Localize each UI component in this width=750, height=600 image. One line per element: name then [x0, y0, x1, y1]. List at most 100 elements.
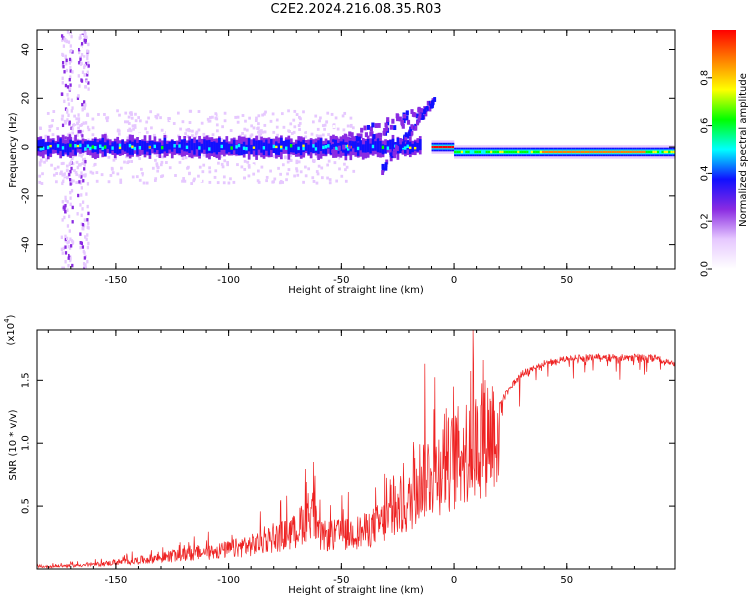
- heatmap-cell: [351, 126, 355, 130]
- heatmap-cell: [127, 129, 130, 133]
- heatmap-cell: [69, 196, 72, 200]
- heatmap-cell: [352, 141, 357, 147]
- heatmap-cell: [69, 83, 72, 87]
- heatmap-cell: [78, 84, 81, 88]
- heatmap-cell: [454, 150, 457, 154]
- heatmap-cell: [366, 138, 370, 153]
- heatmap-cell: [101, 137, 105, 152]
- heatmap-cell: [249, 134, 253, 138]
- heatmap-cell: [186, 134, 190, 138]
- heatmap-cell: [66, 118, 69, 122]
- heatmap-cell: [260, 165, 264, 169]
- heatmap-cell: [190, 138, 194, 151]
- heatmap-cell: [154, 158, 157, 162]
- heatmap-cell: [83, 63, 86, 68]
- heatmap-cell: [501, 150, 504, 154]
- heatmap-cell: [401, 141, 405, 147]
- heatmap-cell: [316, 172, 320, 176]
- heatmap-cell: [79, 181, 82, 185]
- heatmap-cell: [69, 252, 72, 256]
- heatmap-cell: [451, 145, 455, 149]
- heatmap-cell: [63, 172, 66, 176]
- heatmap-cell: [237, 143, 241, 156]
- heatmap-cell: [458, 150, 462, 154]
- heatmap-cell: [386, 140, 390, 149]
- heatmap-cell: [526, 150, 529, 154]
- heatmap-cell: [116, 109, 119, 113]
- heatmap-cell: [256, 179, 260, 183]
- heatmap-cell: [591, 150, 595, 154]
- heatmap-cell: [181, 179, 184, 183]
- heatmap-cell: [68, 122, 71, 126]
- page-title: C2E2.2024.216.08.35.R03: [270, 2, 442, 17]
- heatmap-cell: [215, 113, 219, 117]
- heatmap-cell: [38, 174, 42, 178]
- heatmap-cell: [235, 145, 239, 149]
- heatmap-cell: [668, 150, 671, 154]
- heatmap-cell: [410, 124, 414, 130]
- y-tick-label: 1.0: [21, 435, 32, 451]
- heatmap-cell: [83, 38, 86, 43]
- heatmap-cell: [381, 145, 385, 150]
- heatmap-cell: [75, 133, 79, 137]
- heatmap-cell: [260, 140, 263, 153]
- heatmap-cell: [302, 144, 306, 147]
- heatmap-cell: [449, 145, 453, 149]
- heatmap-cell: [389, 156, 393, 162]
- heatmap-cell: [103, 145, 107, 149]
- heatmap-cell: [346, 147, 350, 151]
- heatmap-cell: [70, 179, 73, 183]
- heatmap-cell: [636, 150, 640, 154]
- heatmap-cell: [385, 159, 389, 165]
- y-tick-label: 20: [21, 92, 32, 105]
- heatmap-cell: [478, 150, 482, 154]
- heatmap-cell: [334, 116, 338, 120]
- heatmap-cell: [184, 156, 188, 160]
- heatmap-cell: [69, 257, 72, 261]
- heatmap-cell: [87, 61, 90, 65]
- heatmap-cell: [79, 46, 83, 50]
- heatmap-cell: [322, 145, 325, 150]
- y-tick-label: 1.5: [21, 372, 32, 388]
- heatmap-cell: [175, 145, 179, 154]
- y-tick-label: 0.5: [21, 498, 32, 514]
- heatmap-cell: [216, 181, 220, 185]
- heatmap-cell: [86, 125, 90, 130]
- heatmap-cell: [290, 132, 294, 135]
- heatmap-cell: [330, 157, 334, 161]
- heatmap-cell: [95, 171, 99, 175]
- snr-x-label: Height of straight line (km): [288, 585, 424, 596]
- heatmap-cell: [189, 109, 193, 113]
- heatmap-cell: [123, 143, 127, 152]
- heatmap-cell: [118, 113, 121, 117]
- heatmap-cell: [156, 169, 160, 173]
- heatmap-cell: [64, 209, 67, 214]
- heatmap-cell: [97, 113, 100, 116]
- heatmap-cell: [257, 169, 260, 173]
- heatmap-cell: [61, 143, 65, 157]
- heatmap-cell: [61, 60, 65, 65]
- heatmap-cell: [623, 150, 626, 154]
- x-tick-label: 0: [451, 275, 457, 286]
- heatmap-cell: [83, 163, 86, 167]
- heatmap-cell: [70, 126, 73, 131]
- spectrogram-heatmap: [37, 30, 675, 269]
- heatmap-cell: [393, 153, 397, 159]
- heatmap-cell: [584, 150, 588, 154]
- heatmap-cell: [83, 218, 86, 222]
- heatmap-cell: [163, 137, 167, 152]
- heatmap-cell: [179, 127, 182, 131]
- heatmap-cell: [87, 128, 91, 132]
- heatmap-cell: [137, 116, 141, 120]
- heatmap-cell: [157, 119, 161, 123]
- heatmap-cell: [618, 150, 622, 154]
- heatmap-cell: [73, 169, 76, 173]
- heatmap-cell: [51, 140, 55, 150]
- heatmap-cell: [37, 140, 40, 152]
- heatmap-cell: [328, 178, 332, 182]
- heatmap-cell: [298, 115, 301, 119]
- heatmap-cell: [620, 150, 624, 154]
- heatmap-cell: [645, 150, 649, 154]
- heatmap-cell: [278, 181, 282, 185]
